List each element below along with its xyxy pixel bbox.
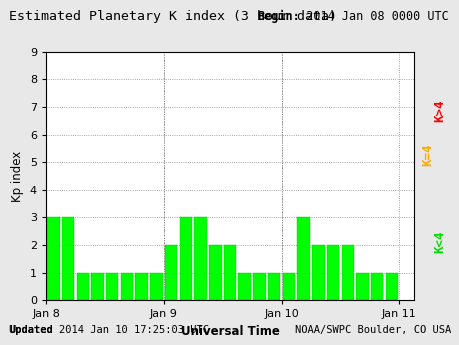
Y-axis label: Kp index: Kp index <box>11 150 24 201</box>
Bar <box>194 217 207 300</box>
Text: K<4: K<4 <box>432 230 445 253</box>
Text: K>4: K>4 <box>432 99 445 122</box>
Bar <box>355 273 368 300</box>
Bar <box>91 273 104 300</box>
Bar <box>341 245 353 300</box>
Bar <box>120 273 133 300</box>
Text: NOAA/SWPC Boulder, CO USA: NOAA/SWPC Boulder, CO USA <box>294 325 450 335</box>
Bar <box>326 245 339 300</box>
Bar <box>311 245 324 300</box>
Text: 2014 Jan 08 0000 UTC: 2014 Jan 08 0000 UTC <box>291 10 448 23</box>
Text: Begin:: Begin: <box>257 10 300 23</box>
Bar <box>252 273 265 300</box>
Bar <box>238 273 251 300</box>
Bar <box>282 273 295 300</box>
Text: K=4: K=4 <box>420 144 433 167</box>
Bar <box>76 273 89 300</box>
Text: Estimated Planetary K index (3 hour data): Estimated Planetary K index (3 hour data… <box>9 10 336 23</box>
X-axis label: Universal Time: Universal Time <box>180 325 279 338</box>
Bar <box>179 217 192 300</box>
Bar <box>223 245 236 300</box>
Bar <box>135 273 148 300</box>
Bar <box>297 217 309 300</box>
Bar <box>62 217 74 300</box>
Bar <box>267 273 280 300</box>
Text: Updated: Updated <box>9 325 53 335</box>
Bar <box>370 273 383 300</box>
Bar <box>208 245 221 300</box>
Bar <box>150 273 162 300</box>
Text: Updated 2014 Jan 10 17:25:03 UTC: Updated 2014 Jan 10 17:25:03 UTC <box>9 325 209 335</box>
Bar <box>385 273 397 300</box>
Bar <box>164 245 177 300</box>
Bar <box>106 273 118 300</box>
Bar <box>47 217 60 300</box>
